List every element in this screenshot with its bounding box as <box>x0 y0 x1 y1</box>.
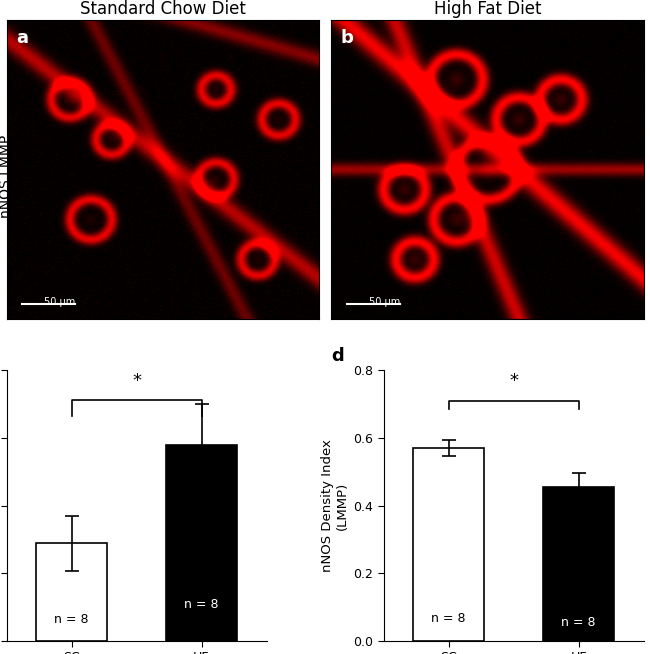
Bar <box>166 445 237 641</box>
Text: *: * <box>132 373 141 390</box>
Text: b: b <box>341 29 354 46</box>
Bar <box>413 448 484 641</box>
Y-axis label: nNOS Density Index
(LMMP): nNOS Density Index (LMMP) <box>321 439 349 572</box>
Text: *: * <box>509 373 518 390</box>
Text: a: a <box>16 29 28 46</box>
Text: nNOS LMMP: nNOS LMMP <box>0 135 14 218</box>
Title: Standard Chow Diet: Standard Chow Diet <box>80 0 246 18</box>
Text: 50 μm: 50 μm <box>44 297 75 307</box>
Bar <box>543 487 614 641</box>
Text: 50 μm: 50 μm <box>369 297 400 307</box>
Text: n = 8: n = 8 <box>561 615 596 628</box>
Text: d: d <box>332 347 344 365</box>
Bar <box>36 543 107 641</box>
Text: n = 8: n = 8 <box>184 598 219 611</box>
Text: n = 8: n = 8 <box>431 613 466 625</box>
Text: n = 8: n = 8 <box>54 613 89 627</box>
Title: High Fat Diet: High Fat Diet <box>434 0 541 18</box>
